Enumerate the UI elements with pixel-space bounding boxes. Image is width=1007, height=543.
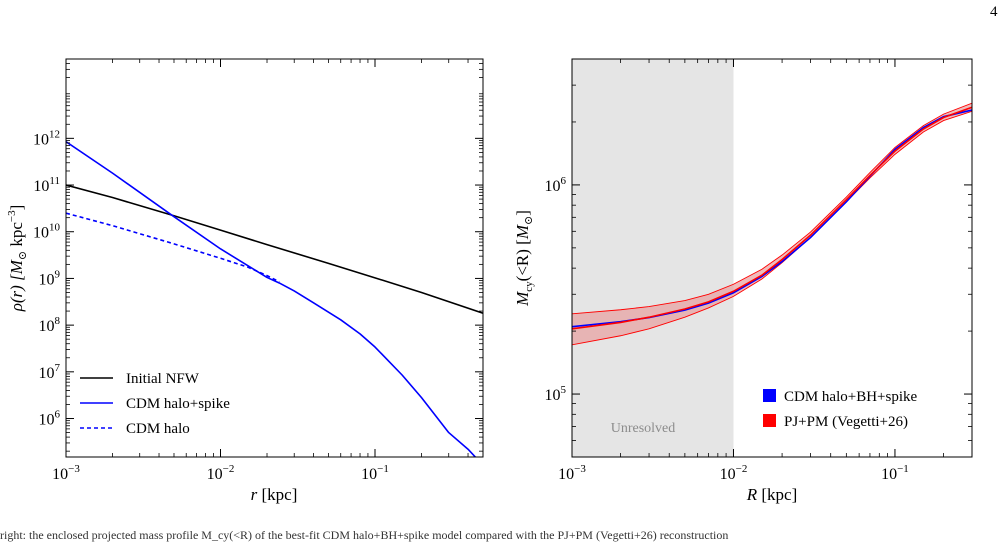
unresolved-region: [572, 59, 734, 457]
legend-label-cdm-halo-spike: CDM halo+spike: [126, 396, 230, 412]
density-y-tick-label: 109: [39, 268, 61, 288]
mass-y-tick-label: 106: [545, 175, 567, 195]
legend-label-cdm-halo-bh-spike: CDM halo+BH+spike: [784, 389, 918, 405]
enclosed-mass-plot-frame: [571, 58, 973, 458]
mass-x-axis-label: R [kpc]: [746, 485, 798, 504]
legend-entry-cdm-halo-spike: CDM halo+spike: [80, 396, 230, 412]
density-profile-chart: 10−3 10−2 10−1 106 107 108 109 1010 1011 1012 r […: [6, 58, 484, 504]
pj-pm-uncertainty-band: [572, 103, 972, 345]
page-number: 4: [990, 4, 998, 20]
enclosed-mass-chart: Unresolved 10−3 10−2 10−1 105 106 R [kpc] Mc…: [513, 58, 973, 504]
pj-pm-band-edge-upper: [572, 102, 972, 315]
legend-entry-cdm-halo: CDM halo: [80, 421, 190, 437]
mass-y-tick-label: 105: [545, 384, 567, 404]
density-x-axis-label: r [kpc]: [251, 485, 298, 504]
series-line-cdm-halo-spike: [66, 140, 477, 457]
density-y-tick-label: 1012: [33, 128, 60, 148]
density-ticks: 10−3 10−2 10−1 106 107 108 109 1010 1011 1012: [33, 59, 483, 483]
density-y-tick-label: 108: [39, 315, 61, 335]
unresolved-label: Unresolved: [611, 421, 676, 436]
pj-pm-band-edge-lower: [572, 110, 972, 346]
enclosed-mass-legend: CDM halo+BH+spike PJ+PM (Vegetti+26): [763, 389, 918, 430]
density-y-tick-label: 107: [39, 362, 61, 382]
figure-caption: right: the enclosed projected mass profi…: [0, 528, 729, 542]
density-y-axis-label: ρ(r) [M⊙ kpc−3]: [6, 205, 29, 313]
mass-x-tick-label: 10−1: [881, 463, 909, 483]
series-line-initial-nfw: [66, 184, 483, 314]
series-line-pj-pm-vegetti-26: [572, 106, 972, 330]
legend-label-cdm-halo: CDM halo: [126, 421, 190, 437]
density-x-tick-label: 10−3: [52, 463, 80, 483]
mass-y-axis-label: Mcy(<R) [M⊙]: [513, 210, 535, 307]
density-y-tick-label: 106: [39, 409, 61, 429]
legend-entry-cdm-halo-bh-spike: CDM halo+BH+spike: [763, 389, 918, 405]
series-line-cdm-halo: [66, 212, 280, 283]
legend-entry-initial-nfw: Initial NFW: [80, 371, 200, 387]
enclosed-mass-series-group: [572, 102, 972, 346]
density-x-tick-label: 10−2: [207, 463, 235, 483]
density-y-tick-label: 1011: [33, 175, 60, 195]
density-x-tick-label: 10−1: [361, 463, 389, 483]
mass-x-tick-label: 10−2: [720, 463, 748, 483]
density-plot-frame: [65, 58, 484, 458]
legend-swatch-pj-pm: [763, 414, 776, 427]
mass-x-tick-label: 10−3: [558, 463, 586, 483]
density-y-tick-label: 1010: [33, 222, 61, 242]
legend-label-initial-nfw: Initial NFW: [126, 371, 200, 387]
legend-swatch-cdm-halo-bh-spike: [763, 389, 776, 402]
legend-label-pj-pm: PJ+PM (Vegetti+26): [784, 414, 908, 430]
density-legend: Initial NFW CDM halo+spike CDM halo: [80, 371, 230, 437]
enclosed-mass-ticks: 10−3 10−2 10−1 105 106: [545, 59, 972, 483]
density-series-group: [66, 140, 483, 457]
legend-entry-pj-pm: PJ+PM (Vegetti+26): [763, 414, 908, 430]
figure: 10−3 10−2 10−1 106 107 108 109 1010 1011 1012 r […: [6, 58, 973, 504]
